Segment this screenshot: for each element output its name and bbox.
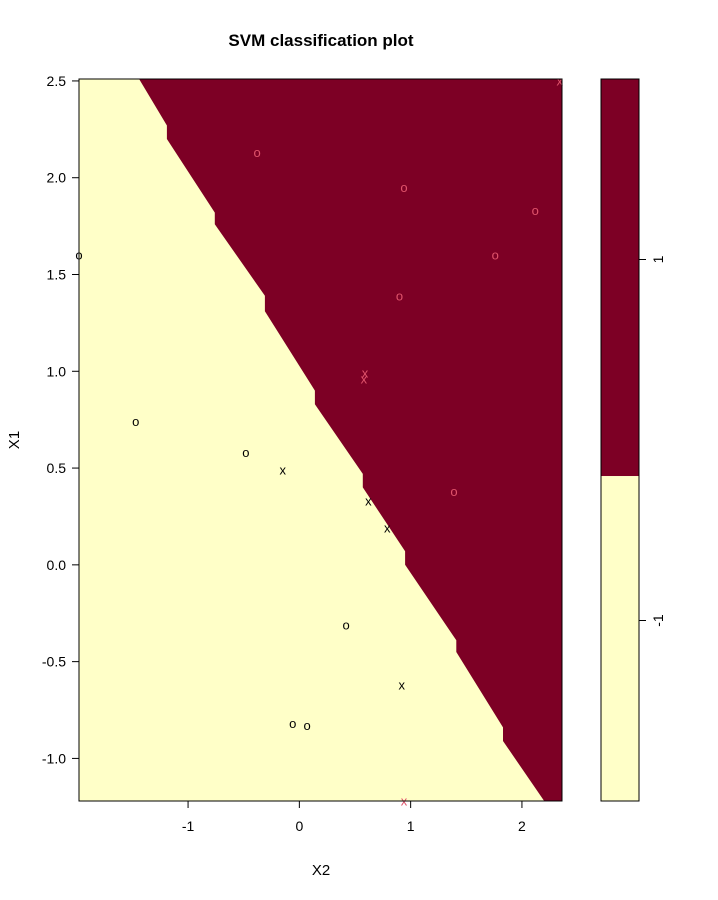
legend-frame [600,78,640,802]
data-point: o [253,145,260,160]
y-tick-label: -1.0 [42,750,66,766]
y-tick-label: 2.5 [47,73,67,89]
y-axis-label: X1 [6,431,23,449]
data-point: o [289,716,296,731]
data-point: x [362,366,369,381]
data-point: o [303,718,310,733]
data-point: o [342,617,349,632]
x-tick-label: 1 [407,818,415,834]
x-tick-label: 0 [295,818,303,834]
data-point: o [532,203,539,218]
data-point: x [279,463,286,478]
x-axis-label: X2 [312,862,330,879]
data-point: x [384,521,391,536]
data-point: o [492,248,499,263]
data-point: x [361,372,368,387]
decision-region-pos1 [139,79,562,801]
data-point: o [450,484,457,499]
x-tick-label: 2 [518,818,526,834]
legend-label: 1 [650,255,666,263]
y-tick-label: 0.5 [47,460,67,476]
data-point: x [557,73,564,88]
y-tick-label: 1.5 [47,267,67,283]
data-point: o [242,445,249,460]
data-point: o [132,414,139,429]
legend-label: -1 [650,614,666,627]
data-point: o [396,288,403,303]
x-axis: -1 0 1 2 [182,800,526,834]
data-point: x [398,677,405,692]
x-tick-label: -1 [182,818,195,834]
data-point: o [400,180,407,195]
y-axis: -1.0 -0.5 0.0 0.5 1.0 1.5 2.0 2.5 [42,73,79,766]
legend-swatch-neg1 [601,476,639,801]
y-tick-label: 2.0 [47,170,67,186]
color-key-legend: 1 -1 [600,78,666,802]
data-point: x [365,494,372,509]
y-tick-label: 0.0 [47,557,67,573]
legend-swatch-pos1 [601,79,639,477]
y-tick-label: 1.0 [47,363,67,379]
y-tick-label: -0.5 [42,654,66,670]
chart-title: SVM classification plot [228,31,413,50]
